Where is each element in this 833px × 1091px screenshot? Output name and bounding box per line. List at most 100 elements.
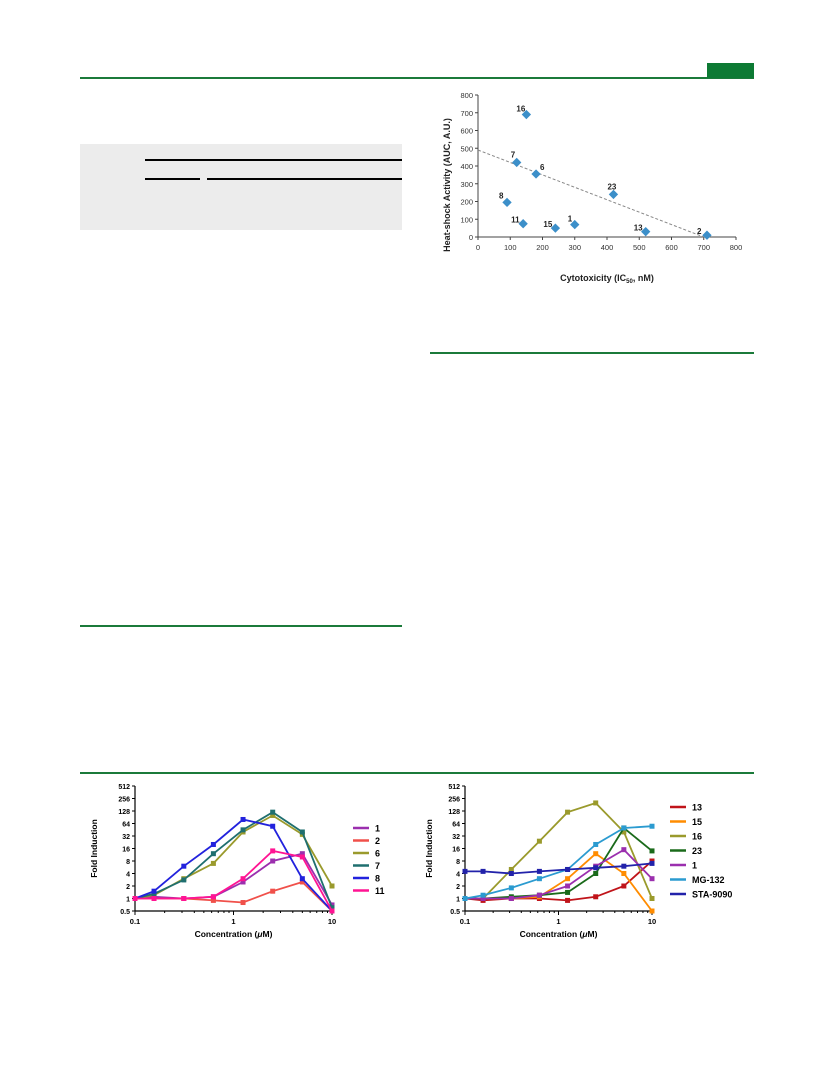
data-point	[240, 827, 246, 833]
data-point	[565, 866, 571, 872]
legend-label: 23	[692, 846, 702, 856]
scatter-x-tick-label: 600	[665, 243, 678, 252]
series-line	[464, 825, 653, 900]
data-point	[240, 876, 246, 882]
table-rule-mid-left	[145, 178, 200, 180]
scatter-y-tick-label: 700	[460, 109, 473, 118]
data-point	[181, 877, 187, 883]
data-point	[649, 908, 655, 914]
scatter-x-tick-label: 200	[536, 243, 549, 252]
scatter-point-label: 2	[697, 227, 702, 236]
figure-rule	[80, 772, 754, 774]
scatter-x-tick-label: 100	[504, 243, 517, 252]
x-axis-label: Concentration (μM)	[195, 929, 273, 939]
scatter-point	[521, 109, 532, 120]
scatter-y-tick-label: 500	[460, 144, 473, 153]
data-point	[508, 866, 514, 872]
data-point	[480, 868, 486, 874]
scatter-y-tick-label: 300	[460, 180, 473, 189]
y-tick-label: 128	[448, 809, 460, 816]
scatter-x-tick-label: 0	[476, 243, 480, 252]
data-point	[181, 863, 187, 869]
y-tick-label: 64	[452, 822, 460, 829]
data-point	[329, 902, 335, 908]
data-point	[508, 896, 514, 901]
data-point	[565, 889, 571, 895]
data-point	[299, 876, 305, 882]
data-point	[649, 860, 655, 866]
scatter-point-label: 11	[511, 216, 520, 225]
legend-label: 13	[692, 803, 702, 813]
data-point	[240, 900, 246, 906]
data-point	[565, 876, 571, 882]
legend-label: 2	[375, 836, 380, 846]
data-point	[299, 854, 305, 860]
data-point	[329, 883, 335, 889]
x-tick-label: 1	[231, 917, 235, 926]
y-tick-label: 16	[122, 847, 130, 854]
scatter-x-tick-label: 700	[697, 243, 710, 252]
data-point	[270, 809, 276, 815]
scatter-x-tick-label: 400	[601, 243, 614, 252]
data-point	[621, 847, 627, 853]
data-point	[621, 829, 627, 835]
scatter-point-label: 6	[540, 163, 545, 172]
y-tick-label: 8	[126, 859, 130, 866]
scatter-point-label: 13	[634, 224, 643, 233]
y-tick-label: 128	[118, 809, 130, 816]
legend-label: 7	[375, 861, 380, 871]
y-tick-label: 1	[456, 897, 460, 904]
scatter-point-label: 16	[516, 105, 525, 114]
scatter-y-tick-label: 100	[460, 215, 473, 224]
data-point	[151, 888, 157, 894]
journal-badge	[707, 63, 754, 78]
data-point	[210, 897, 216, 903]
x-tick-label: 10	[648, 917, 656, 926]
fold-induction-chart-right: 0.5 1 2 4 8 16 32 64 128 256 512 0.1 1 10 Fold Inducti…	[424, 784, 732, 939]
x-tick-label: 1	[556, 917, 560, 926]
legend-label: 6	[375, 849, 380, 859]
data-point	[621, 863, 627, 869]
data-point	[299, 879, 305, 885]
series-line	[465, 848, 653, 900]
scatter-point-label: 7	[511, 150, 516, 159]
scatter-point	[502, 197, 512, 208]
data-point	[621, 825, 627, 831]
data-point	[270, 812, 276, 818]
x-tick-label: 0.1	[460, 917, 470, 926]
data-point	[151, 891, 157, 897]
data-point	[536, 838, 542, 844]
scatter-y-tick-label: 400	[460, 162, 473, 171]
legend-label: STA-9090	[692, 890, 732, 900]
data-point	[508, 871, 514, 876]
data-point	[649, 876, 655, 882]
section-rule-left	[80, 625, 402, 627]
data-point	[593, 841, 599, 847]
y-tick-label: 0.5	[450, 909, 460, 916]
data-point	[299, 851, 305, 857]
data-point	[480, 892, 486, 898]
series-line	[465, 852, 653, 912]
scatter-y-tick-label: 600	[460, 127, 473, 136]
data-point	[270, 888, 276, 894]
table-rule-top	[145, 159, 402, 161]
series-line	[134, 818, 333, 912]
data-point	[480, 896, 486, 901]
scatter-y-tick-label: 0	[469, 233, 473, 242]
legend-label: 15	[692, 817, 702, 827]
data-point	[299, 829, 305, 835]
data-point	[210, 894, 216, 900]
data-point	[536, 892, 542, 898]
y-tick-label: 1	[126, 897, 130, 904]
data-point	[270, 858, 276, 864]
legend-label: 1	[375, 824, 380, 834]
y-tick-label: 8	[456, 859, 460, 866]
data-point	[210, 851, 216, 857]
legend-label: 16	[692, 832, 702, 842]
series-line	[134, 811, 333, 909]
x-tick-label: 0.1	[130, 917, 140, 926]
scatter-point-label: 1	[568, 215, 573, 224]
y-tick-label: 512	[448, 784, 460, 791]
y-axis-label: Fold Induction	[424, 819, 434, 878]
